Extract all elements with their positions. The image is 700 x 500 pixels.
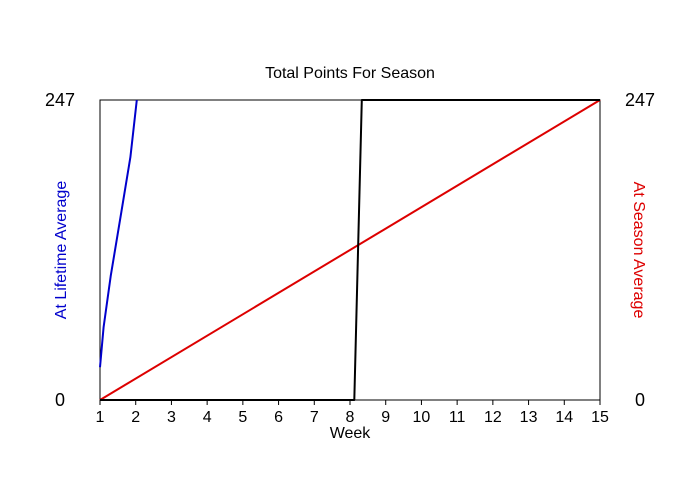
series-line-3 (100, 99, 600, 401)
x-tick-label: 13 (520, 409, 538, 426)
x-tick-label: 7 (310, 409, 319, 426)
x-tick-label: 6 (274, 409, 283, 426)
x-tick-label: 8 (346, 409, 355, 426)
x-tick-label: 2 (131, 409, 140, 426)
series-line-2 (99, 99, 601, 401)
x-tick-label: 3 (167, 409, 176, 426)
x-tick-label: 15 (591, 409, 609, 426)
series-layer (99, 99, 601, 401)
x-axis-ticks: 1 2 3 4 5 6 7 8 9 10 11 12 13 14 15 (96, 400, 609, 426)
x-tick-label: 14 (555, 409, 573, 426)
x-tick-label: 9 (381, 409, 390, 426)
x-tick-label: 5 (238, 409, 247, 426)
x-tick-label: 4 (203, 409, 212, 426)
right-y-axis-label: At Season Average (630, 182, 647, 319)
series-line-1 (99, 99, 138, 368)
right-y-tick-min: 0 (635, 390, 645, 410)
left-y-axis-label: At Lifetime Average (53, 181, 70, 320)
x-tick-label: 12 (484, 409, 502, 426)
left-y-tick-min: 0 (55, 390, 65, 410)
x-tick-label: 10 (413, 409, 431, 426)
left-y-tick-max: 247 (45, 90, 75, 110)
x-tick-label: 1 (96, 409, 105, 426)
chart-title: Total Points For Season (265, 65, 435, 82)
x-tick-label: 11 (449, 409, 466, 426)
right-y-tick-max: 247 (625, 90, 655, 110)
x-axis-label: Week (330, 425, 372, 442)
